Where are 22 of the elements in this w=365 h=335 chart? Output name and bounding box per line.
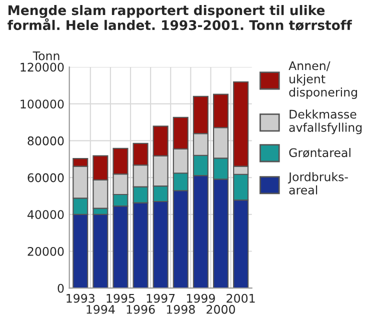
legend-label: Annen/ ukjent disponering xyxy=(288,61,357,99)
y-tick-label: 40000 xyxy=(28,210,64,220)
y-axis-title: Tonn xyxy=(32,52,60,60)
x-tick-label: 1995 xyxy=(106,294,134,303)
y-tick-label: 60000 xyxy=(28,173,64,182)
legend-label: Dekkmasse avfallsfylling xyxy=(289,110,362,134)
x-tick-label: 1999 xyxy=(186,294,215,303)
y-tick-label: 100000 xyxy=(20,100,64,109)
x-tick-label: 1993 xyxy=(66,294,94,303)
x-tick-label: 2001 xyxy=(226,294,255,303)
legend-label: Grøntareal xyxy=(289,148,350,158)
x-tick-label: 1994 xyxy=(86,304,115,314)
y-tick-label: 20000 xyxy=(28,246,64,256)
legend-label: Jordbruks- areal xyxy=(288,172,348,194)
y-tick-label: 0 xyxy=(58,284,64,293)
y-tick-label: 80000 xyxy=(28,136,64,146)
x-tick-label: 1997 xyxy=(146,294,175,303)
x-tick-label: 2000 xyxy=(206,304,236,314)
x-tick-label: 1996 xyxy=(126,304,155,314)
chart-title: Mengde slam rapportert disponert til ulike formål. Hele landet. 1993-2001. Tonn tørrstoff xyxy=(8,5,352,31)
y-tick-label: 120000 xyxy=(20,62,64,72)
x-tick-label: 1998 xyxy=(166,304,195,314)
